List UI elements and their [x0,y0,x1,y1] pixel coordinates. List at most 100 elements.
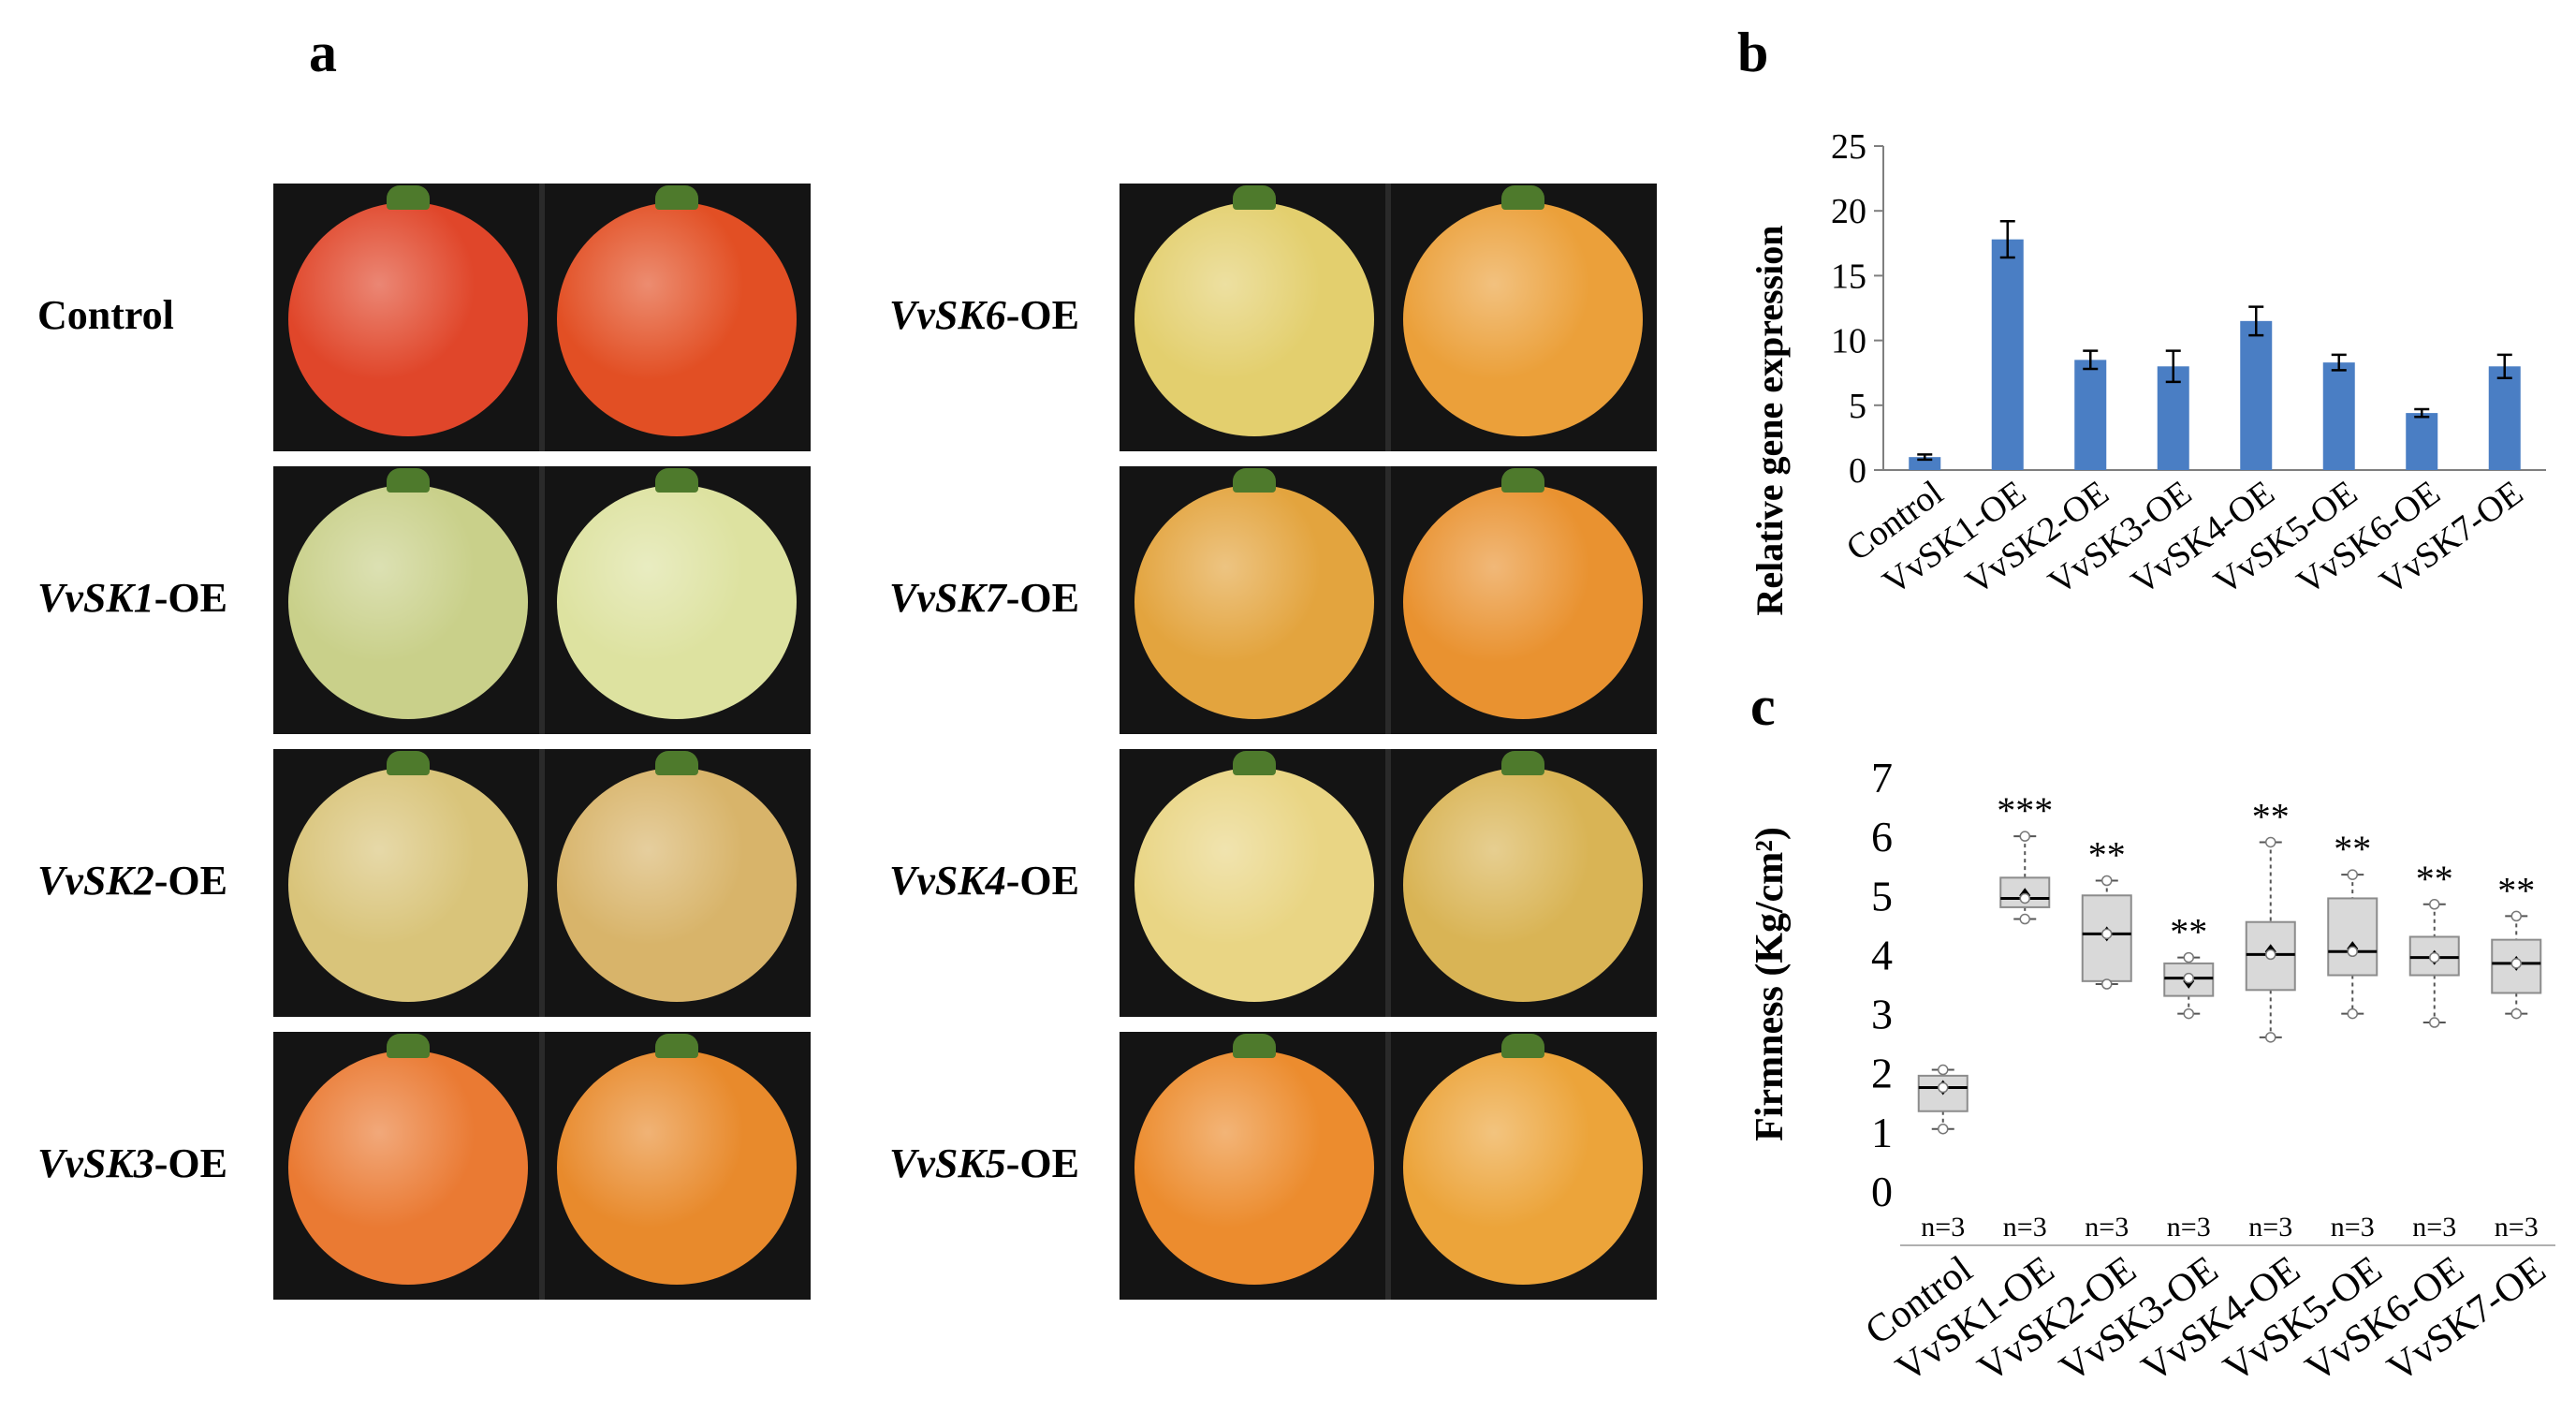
tomato-fruit [1134,485,1374,719]
tomato-photo [273,466,811,734]
tomato-stem [1232,751,1276,775]
data-point [2429,899,2440,910]
row-label-suffix: -OE [154,858,227,904]
tomato-stem [1500,185,1544,210]
y-tick-label: 4 [1871,931,1893,978]
tomato-fruit [556,768,797,1002]
row-label-control: Control [37,291,174,339]
tomato-stem [1500,1034,1544,1058]
tomato-fruit [556,1051,797,1285]
photo-divider [539,1032,545,1300]
y-axis-title: Relative gene expression [1749,226,1791,616]
data-point [2101,875,2113,887]
bar [1991,239,2024,470]
y-tick-label: 3 [1871,991,1893,1038]
y-tick-label: 1 [1871,1109,1893,1156]
sample-size-label: n=3 [1921,1212,1965,1243]
row-label-vvsk1: VvSK1-OE [37,574,227,622]
tomato-fruit [1402,768,1643,1002]
data-point [1938,1123,1949,1135]
row-label-vvsk7: VvSK7-OE [889,574,1079,622]
data-point [2510,958,2522,969]
sample-size-label: n=3 [2167,1212,2211,1243]
bar [1909,457,1941,470]
y-tick-label: 15 [1831,257,1866,296]
data-point [2265,1032,2276,1043]
tomato-photo [1120,466,1657,734]
significance-stars: ** [2334,828,2371,870]
row-label-prefix: VvSK2 [37,858,154,904]
tomato-stem [654,1034,698,1058]
y-tick-label: 25 [1831,127,1866,167]
significance-stars: ** [2497,869,2535,911]
photo-divider [1385,1032,1391,1300]
data-point [2019,831,2030,842]
data-point [2183,951,2194,963]
sample-size-label: n=3 [2003,1212,2047,1243]
data-point [2510,1008,2522,1020]
data-point [2429,1017,2440,1028]
panel-letter-a: a [309,22,337,83]
sample-size-label: n=3 [2248,1212,2292,1243]
data-point [2429,951,2440,963]
tomato-stem [386,468,430,493]
data-point [2183,972,2194,984]
sample-size-label: n=3 [2495,1212,2539,1243]
photo-divider [539,749,545,1017]
panel-letter-b: b [1737,22,1769,83]
tomato-fruit [287,1051,528,1285]
tomato-stem [1500,751,1544,775]
tomato-photo [1120,1032,1657,1300]
tomato-stem [1232,185,1276,210]
row-label-suffix: -OE [154,1140,227,1186]
tomato-fruit [1402,202,1643,436]
tomato-fruit [1134,1051,1374,1285]
photo-divider [539,184,545,451]
row-label-vvsk4: VvSK4-OE [889,857,1079,905]
sample-size-label: n=3 [2331,1212,2375,1243]
tomato-stem [1232,468,1276,493]
y-tick-label: 2 [1871,1050,1893,1097]
bar [2322,362,2355,470]
y-tick-label: 6 [1871,813,1893,860]
tomato-photo [1120,184,1657,451]
tomato-fruit [1402,485,1643,719]
photo-divider [539,466,545,734]
significance-stars: ** [2416,858,2453,900]
row-label-suffix: -OE [1005,292,1079,338]
data-point [2265,836,2276,848]
row-label-prefix: Control [37,292,174,338]
bar [2074,360,2107,470]
row-label-vvsk3: VvSK3-OE [37,1140,227,1187]
tomato-photo [273,1032,811,1300]
row-label-prefix: VvSK6 [889,292,1006,338]
tomato-stem [386,1034,430,1058]
data-point [2101,978,2113,990]
y-tick-label: 0 [1849,451,1866,491]
tomato-photo [273,749,811,1017]
tomato-stem [386,751,430,775]
tomato-photo [1120,749,1657,1017]
row-label-vvsk5: VvSK5-OE [889,1140,1079,1187]
bar [2488,366,2521,470]
tomato-photo [273,184,811,451]
panel-letter-c: c [1750,675,1776,737]
row-label-prefix: VvSK7 [889,575,1006,621]
row-label-suffix: -OE [154,575,227,621]
data-point [2265,949,2276,961]
tomato-fruit [556,202,797,436]
tomato-fruit [1134,202,1374,436]
bar [2406,413,2438,470]
data-point [1938,1064,1949,1076]
row-label-prefix: VvSK4 [889,858,1006,904]
sample-size-label: n=3 [2085,1212,2129,1243]
data-point [2019,892,2030,905]
tomato-stem [1232,1034,1276,1058]
y-tick-label: 5 [1849,387,1866,426]
y-tick-label: 20 [1831,192,1866,231]
bar [2240,320,2273,470]
photo-divider [1385,749,1391,1017]
tomato-fruit [287,202,528,436]
y-tick-label: 0 [1871,1168,1893,1215]
